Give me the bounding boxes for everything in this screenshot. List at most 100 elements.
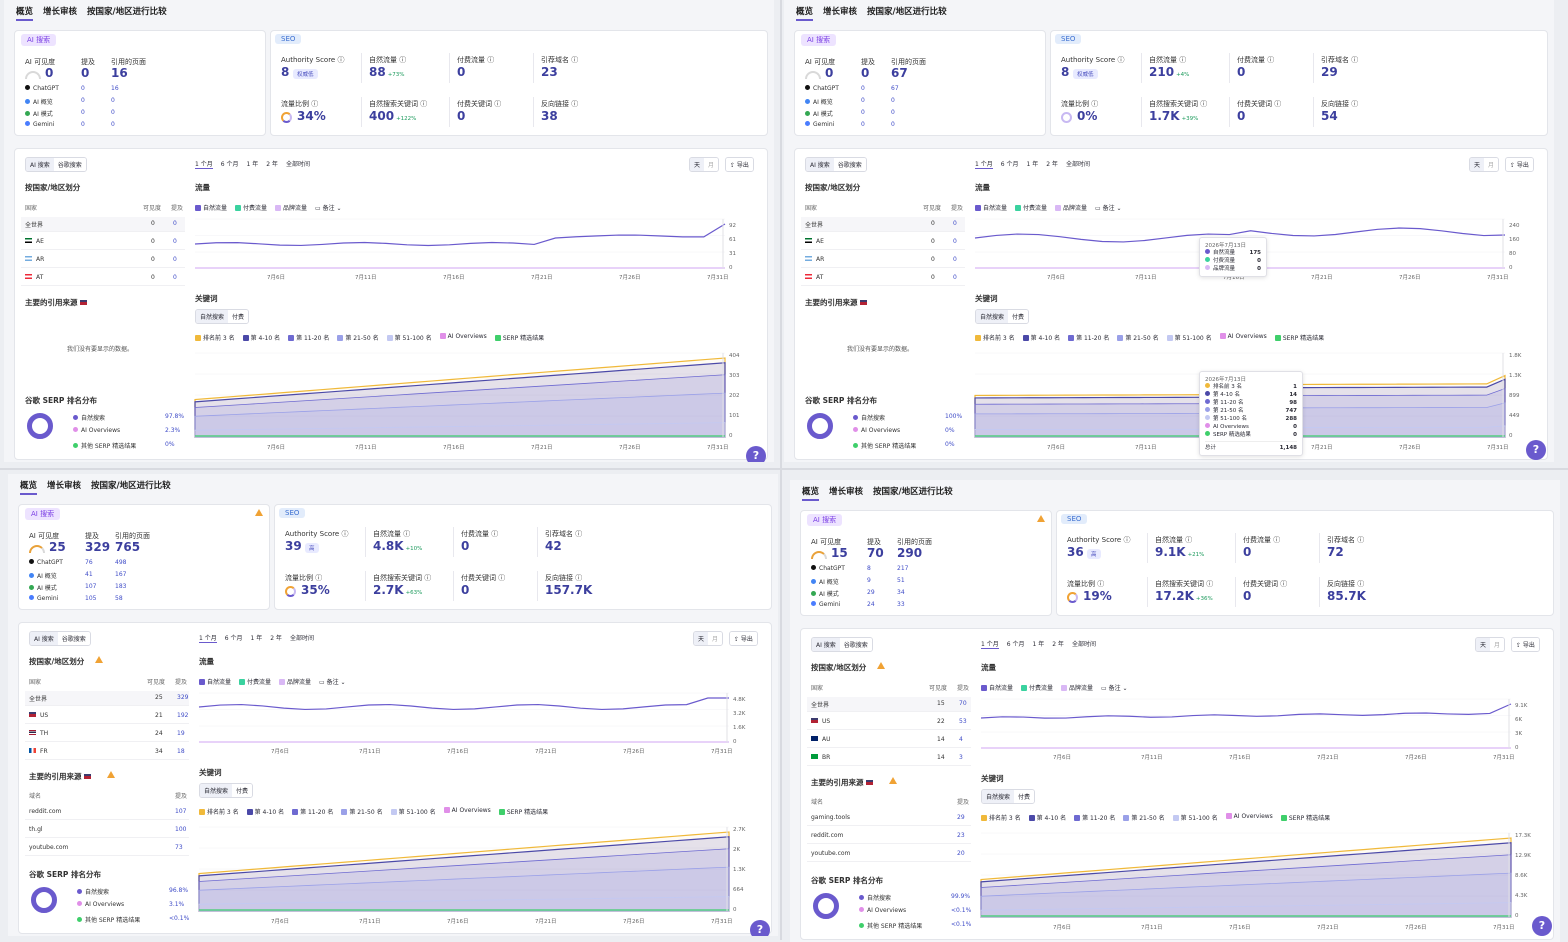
rank-legend-item[interactable]: AI Overviews [443, 807, 491, 816]
country-row[interactable]: AE 0 0 [801, 235, 965, 250]
period-3[interactable]: 2 年 [270, 635, 282, 642]
country-row[interactable]: FR 34 18 [25, 745, 189, 760]
toggle-google-search[interactable]: 谷歌搜索 [839, 638, 872, 651]
country-row[interactable]: 全世界 25 329 [25, 691, 189, 706]
month-button[interactable]: 月 [1490, 638, 1505, 651]
country-row[interactable]: BR 14 3 [807, 751, 971, 766]
period-1[interactable]: 6 个月 [1006, 641, 1025, 648]
period-4[interactable]: 全部时间 [285, 161, 310, 168]
month-button[interactable]: 月 [708, 632, 723, 645]
rank-legend-item[interactable]: 第 4-10 名 [242, 333, 280, 342]
rank-legend-item[interactable]: AI Overviews [1225, 813, 1273, 822]
period-1[interactable]: 6 个月 [1000, 161, 1019, 168]
month-button[interactable]: 月 [1484, 158, 1499, 171]
period-0[interactable]: 1 个月 [199, 635, 217, 643]
country-row[interactable]: AT 0 0 [21, 271, 185, 286]
toggle-ai-search[interactable]: AI 搜索 [26, 158, 54, 171]
period-1[interactable]: 6 个月 [220, 161, 239, 168]
legend-organic[interactable]: 自然流量 [975, 203, 1007, 212]
tab-1[interactable]: 增长审核 [43, 7, 78, 17]
country-row[interactable]: US 21 192 [25, 709, 189, 724]
toggle-google-search[interactable]: 谷歌搜索 [53, 158, 86, 171]
tab-1[interactable]: 增长审核 [829, 487, 864, 497]
day-button[interactable]: 天 [1470, 158, 1485, 171]
help-button[interactable]: ? [750, 920, 770, 936]
day-button[interactable]: 天 [694, 632, 709, 645]
rank-legend-item[interactable]: 第 4-10 名 [246, 807, 284, 816]
kw-paid-tab[interactable]: 付费 [232, 784, 253, 797]
rank-legend-item[interactable]: 第 21-50 名 [337, 333, 379, 342]
period-0[interactable]: 1 个月 [975, 161, 993, 169]
rank-legend-item[interactable]: 第 51-100 名 [386, 333, 432, 342]
toggle-ai-search[interactable]: AI 搜索 [812, 638, 840, 651]
tab-2[interactable]: 按国家/地区进行比较 [867, 7, 947, 17]
rank-legend-item[interactable]: 第 4-10 名 [1028, 813, 1066, 822]
period-3[interactable]: 2 年 [266, 161, 278, 168]
legend-paid[interactable]: 付费流量 [1021, 683, 1053, 692]
help-button[interactable]: ? [746, 446, 766, 462]
month-button[interactable]: 月 [704, 158, 719, 171]
notes-dropdown[interactable]: ▭ 备注 ⌄ [319, 679, 346, 686]
source-row[interactable]: reddit.com 107 [25, 805, 189, 820]
period-2[interactable]: 1 年 [246, 161, 259, 168]
rank-legend-item[interactable]: 第 51-100 名 [390, 807, 436, 816]
source-row[interactable]: reddit.com 23 [807, 829, 971, 844]
period-3[interactable]: 2 年 [1046, 161, 1058, 168]
help-button[interactable]: ? [1526, 440, 1546, 460]
legend-brand[interactable]: 品牌流量 [275, 203, 307, 212]
rank-legend-item[interactable]: AI Overviews [1219, 333, 1267, 342]
day-button[interactable]: 天 [690, 158, 705, 171]
rank-legend-item[interactable]: SERP 精选结果 [498, 807, 548, 816]
legend-brand[interactable]: 品牌流量 [1061, 683, 1093, 692]
country-row[interactable]: AE 0 0 [21, 235, 185, 250]
period-0[interactable]: 1 个月 [981, 641, 999, 649]
rank-legend-item[interactable]: 第 21-50 名 [1123, 813, 1165, 822]
period-2[interactable]: 1 年 [1032, 641, 1045, 648]
toggle-ai-search[interactable]: AI 搜索 [30, 632, 58, 645]
legend-paid[interactable]: 付费流量 [1015, 203, 1047, 212]
country-row[interactable]: US 22 53 [807, 715, 971, 730]
tab-2[interactable]: 按国家/地区进行比较 [87, 7, 167, 17]
tab-0[interactable]: 概览 [796, 5, 814, 21]
country-row[interactable]: AR 0 0 [21, 253, 185, 268]
notes-dropdown[interactable]: ▭ 备注 ⌄ [1101, 685, 1128, 692]
toggle-google-search[interactable]: 谷歌搜索 [57, 632, 90, 645]
day-button[interactable]: 天 [1476, 638, 1491, 651]
rank-legend-item[interactable]: 排名前 3 名 [981, 813, 1021, 822]
legend-brand[interactable]: 品牌流量 [279, 677, 311, 686]
rank-legend-item[interactable]: SERP 精选结果 [494, 333, 544, 342]
rank-legend-item[interactable]: 排名前 3 名 [199, 807, 239, 816]
kw-paid-tab[interactable]: 付费 [1014, 790, 1035, 803]
rank-legend-item[interactable]: 第 11-20 名 [288, 333, 329, 342]
tab-0[interactable]: 概览 [16, 5, 34, 21]
country-row[interactable]: 全世界 0 0 [21, 217, 185, 232]
period-4[interactable]: 全部时间 [1065, 161, 1090, 168]
country-row[interactable]: AU 14 4 [807, 733, 971, 748]
toggle-ai-search[interactable]: AI 搜索 [806, 158, 834, 171]
tab-1[interactable]: 增长审核 [47, 481, 82, 491]
notes-dropdown[interactable]: ▭ 备注 ⌄ [315, 205, 342, 212]
export-button[interactable]: ⇪ 导出 [1511, 637, 1540, 652]
period-0[interactable]: 1 个月 [195, 161, 213, 169]
period-4[interactable]: 全部时间 [289, 635, 314, 642]
tab-0[interactable]: 概览 [802, 485, 820, 501]
rank-legend-item[interactable]: 第 11-20 名 [292, 807, 333, 816]
rank-legend-item[interactable]: SERP 精选结果 [1274, 333, 1324, 342]
notes-dropdown[interactable]: ▭ 备注 ⌄ [1095, 205, 1122, 212]
legend-paid[interactable]: 付费流量 [239, 677, 271, 686]
kw-organic-tab[interactable]: 自然搜索 [976, 310, 1009, 323]
country-row[interactable]: AR 0 0 [801, 253, 965, 268]
legend-organic[interactable]: 自然流量 [195, 203, 227, 212]
rank-legend-item[interactable]: 排名前 3 名 [975, 333, 1015, 342]
rank-legend-item[interactable]: 第 51-100 名 [1172, 813, 1218, 822]
kw-organic-tab[interactable]: 自然搜索 [196, 310, 229, 323]
rank-legend-item[interactable]: SERP 精选结果 [1280, 813, 1330, 822]
tab-1[interactable]: 增长审核 [823, 7, 858, 17]
kw-paid-tab[interactable]: 付费 [228, 310, 249, 323]
rank-legend-item[interactable]: 第 4-10 名 [1022, 333, 1060, 342]
rank-legend-item[interactable]: 第 21-50 名 [341, 807, 383, 816]
source-row[interactable]: th.gl 100 [25, 823, 189, 838]
legend-organic[interactable]: 自然流量 [981, 683, 1013, 692]
country-row[interactable]: 全世界 15 70 [807, 697, 971, 712]
country-row[interactable]: TH 24 19 [25, 727, 189, 742]
